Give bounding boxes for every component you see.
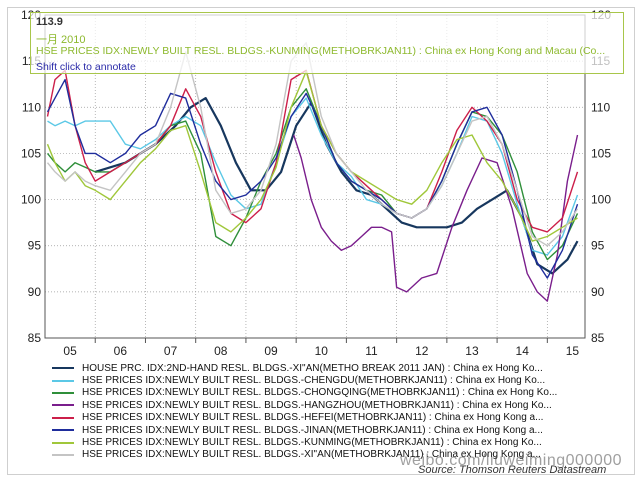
legend-label: HOUSE PRC. IDX:2ND-HAND RESL. BLDGS.-XI"… [82,362,543,374]
x-tick-label: 10 [315,344,329,358]
y-tick-label-right: 110 [591,100,610,114]
y-tick-label-left: 90 [28,285,42,299]
x-tick-label: 08 [214,344,228,358]
data-tooltip: 113.9 一月 2010 HSE PRICES IDX:NEWLY BUILT… [30,12,624,74]
legend-swatch [52,391,74,394]
legend-label: HSE PRICES IDX:NEWLY BUILT RESL. BLDGS.-… [82,449,541,461]
y-tick-label-right: 90 [591,285,605,299]
x-tick-label: 06 [114,344,128,358]
series-line-chengdu[interactable] [47,97,579,256]
series-layer [46,42,579,302]
legend-swatch [52,429,74,432]
tooltip-value: 113.9 [36,16,63,28]
legend-item[interactable]: HSE PRICES IDX:NEWLY BUILT RESL. BLDGS.-… [52,387,592,399]
x-tick-label: 13 [465,344,479,358]
legend-label: HSE PRICES IDX:NEWLY BUILT RESL. BLDGS.-… [82,375,546,387]
legend-label: HSE PRICES IDX:NEWLY BUILT RESL. BLDGS.-… [82,399,552,411]
y-tick-label-right: 85 [591,331,605,345]
x-tick-label: 09 [264,344,278,358]
legend-item[interactable]: HSE PRICES IDX:NEWLY BUILT RESL. BLDGS.-… [52,374,592,386]
source-note: Source: Thomson Reuters Datastream [418,464,607,476]
tooltip-series: HSE PRICES IDX:NEWLY BUILT RESL. BLDGS.-… [36,45,606,57]
series-line-kunming[interactable] [46,70,578,242]
y-tick-label-right: 95 [591,239,605,253]
legend-swatch [52,367,74,370]
legend: HOUSE PRC. IDX:2ND-HAND RESL. BLDGS.-XI"… [52,362,592,461]
legend-item[interactable]: HSE PRICES IDX:NEWLY BUILT RESL. BLDGS.-… [52,412,592,424]
legend-item[interactable]: HSE PRICES IDX:NEWLY BUILT RESL. BLDGS.-… [52,436,592,448]
legend-swatch [52,453,74,456]
tooltip-date: 一月 2010 [36,34,86,46]
legend-swatch [52,404,74,407]
y-tick-label-left: 85 [28,331,42,345]
x-tick-label: 15 [566,344,580,358]
y-tick-label-left: 100 [21,193,41,207]
series-line-jinan[interactable] [46,78,579,279]
legend-item[interactable]: HSE PRICES IDX:NEWLY BUILT RESL. BLDGS.-… [52,424,592,436]
x-tick-label: 12 [415,344,429,358]
x-tick-label: 05 [63,344,77,358]
legend-label: HSE PRICES IDX:NEWLY BUILT RESL. BLDGS.-… [82,412,544,424]
series-line-hangzhou[interactable] [293,134,579,302]
legend-item[interactable]: HOUSE PRC. IDX:2ND-HAND RESL. BLDGS.-XI"… [52,362,592,374]
series-line-hefei[interactable] [46,69,579,233]
watermark: weibo.com/liuweiming000000 [400,452,623,469]
legend-item[interactable]: HSE PRICES IDX:NEWLY BUILT RESL. BLDGS.-… [52,399,592,411]
legend-swatch [52,379,74,382]
legend-label: HSE PRICES IDX:NEWLY BUILT RESL. BLDGS.-… [82,387,558,399]
y-tick-label-left: 95 [28,239,42,253]
x-tick-label: 14 [516,344,530,358]
legend-label: HSE PRICES IDX:NEWLY BUILT RESL. BLDGS.-… [82,424,543,436]
legend-swatch [52,441,74,444]
x-tick-label: 07 [164,344,178,358]
legend-item[interactable]: HSE PRICES IDX:NEWLY BUILT RESL. BLDGS.-… [52,449,592,461]
legend-label: HSE PRICES IDX:NEWLY BUILT RESL. BLDGS.-… [82,437,542,449]
y-tick-label-left: 110 [22,100,41,114]
annotate-hint[interactable]: Shift click to annotate [36,61,136,73]
legend-swatch [52,416,74,419]
y-tick-label-right: 105 [591,146,611,160]
x-tick-label: 11 [365,344,378,358]
y-tick-label-left: 105 [21,146,41,160]
y-tick-label-right: 100 [591,193,611,207]
